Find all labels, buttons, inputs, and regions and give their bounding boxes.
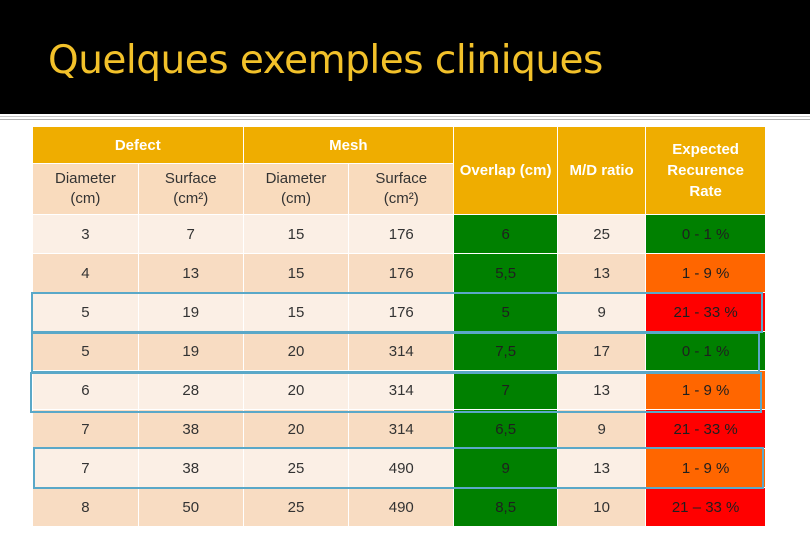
header-md-ratio: M/D ratio <box>557 126 647 215</box>
cell-md-ratio: 13 <box>557 448 647 488</box>
header-overlap-label: Overlap (cm) <box>459 162 552 179</box>
header-defect-diameter: Diameter (cm) <box>32 163 139 215</box>
cell-defect-surface: 19 <box>137 292 244 332</box>
cell-mesh-surface: 314 <box>348 331 455 371</box>
cell-rate: 0 - 1 % <box>645 214 767 254</box>
cell-md-ratio: 13 <box>557 370 647 410</box>
cell-defect-surface: 38 <box>137 448 244 488</box>
header-overlap: Overlap (cm) <box>453 126 559 215</box>
cell-overlap: 5 <box>453 292 559 332</box>
cell-mesh-surface: 176 <box>348 214 455 254</box>
cell-defect-surface: 38 <box>137 409 244 449</box>
cell-mesh-diameter: 25 <box>242 487 350 527</box>
cell-overlap: 9 <box>453 448 559 488</box>
cell-overlap: 6 <box>453 214 559 254</box>
cell-defect-diameter: 6 <box>32 370 139 410</box>
cell-defect-diameter: 7 <box>32 448 139 488</box>
cell-mesh-diameter: 20 <box>242 370 350 410</box>
cell-mesh-surface: 176 <box>348 253 455 293</box>
cell-rate: 21 – 33 % <box>645 487 767 527</box>
cell-overlap: 7,5 <box>453 331 559 371</box>
cell-defect-diameter: 3 <box>32 214 139 254</box>
cell-md-ratio: 17 <box>557 331 647 371</box>
table-row: 6 28 20 314 7 13 1 - 9 % <box>32 370 767 410</box>
cell-defect-surface: 50 <box>137 487 244 527</box>
cell-mesh-surface: 314 <box>348 409 455 449</box>
cell-mesh-surface: 490 <box>348 448 455 488</box>
cell-overlap: 8,5 <box>453 487 559 527</box>
header-recurrence-rate: Expected Recurence Rate <box>645 126 767 215</box>
cell-rate: 0 - 1 % <box>645 331 767 371</box>
header-row-groups: Defect Mesh Overlap (cm) M/D ratio Expec… <box>32 126 767 215</box>
cell-mesh-diameter: 20 <box>242 409 350 449</box>
title-divider-line-2 <box>0 119 810 120</box>
cell-defect-surface: 28 <box>137 370 244 410</box>
title-band: Quelques exemples cliniques <box>0 0 810 114</box>
table-row: 8 50 25 490 8,5 10 21 – 33 % <box>32 487 767 527</box>
cell-mesh-diameter: 25 <box>242 448 350 488</box>
cell-mesh-diameter: 15 <box>242 214 350 254</box>
cell-defect-diameter: 7 <box>32 409 139 449</box>
cell-rate: 21 - 33 % <box>645 292 767 332</box>
table-row: 7 38 20 314 6,5 9 21 - 33 % <box>32 409 767 449</box>
cell-rate: 1 - 9 % <box>645 253 767 293</box>
cell-defect-diameter: 4 <box>32 253 139 293</box>
cell-rate: 1 - 9 % <box>645 448 767 488</box>
header-mesh-diameter: Diameter (cm) <box>242 163 350 215</box>
cell-md-ratio: 13 <box>557 253 647 293</box>
cell-md-ratio: 9 <box>557 409 647 449</box>
table-row: 3 7 15 176 6 25 0 - 1 % <box>32 214 767 254</box>
cell-mesh-diameter: 20 <box>242 331 350 371</box>
cell-md-ratio: 10 <box>557 487 647 527</box>
header-defect-surface: Surface (cm²) <box>137 163 244 215</box>
cell-overlap: 5,5 <box>453 253 559 293</box>
cell-mesh-surface: 176 <box>348 292 455 332</box>
cell-defect-surface: 7 <box>137 214 244 254</box>
table-row: 5 19 15 176 5 9 21 - 33 % <box>32 292 767 332</box>
cell-defect-diameter: 8 <box>32 487 139 527</box>
cell-mesh-diameter: 15 <box>242 292 350 332</box>
slide-title: Quelques exemples cliniques <box>48 38 603 83</box>
table-row: 5 19 20 314 7,5 17 0 - 1 % <box>32 331 767 371</box>
table-row: 7 38 25 490 9 13 1 - 9 % <box>32 448 767 488</box>
table-row: 4 13 15 176 5,5 13 1 - 9 % <box>32 253 767 293</box>
header-mesh-surface: Surface (cm²) <box>348 163 455 215</box>
header-row-subcolumns: Diameter (cm) Surface (cm²) Diameter (cm… <box>32 163 766 215</box>
cell-defect-diameter: 5 <box>32 292 139 332</box>
cell-md-ratio: 9 <box>557 292 647 332</box>
cell-md-ratio: 25 <box>557 214 647 254</box>
cell-rate: 1 - 9 % <box>645 370 767 410</box>
cell-rate: 21 - 33 % <box>645 409 767 449</box>
cell-defect-diameter: 5 <box>32 331 139 371</box>
cell-mesh-surface: 490 <box>348 487 455 527</box>
cell-overlap: 6,5 <box>453 409 559 449</box>
header-defect: Defect <box>32 126 244 164</box>
cell-defect-surface: 19 <box>137 331 244 371</box>
clinical-examples-table: Defect Mesh Overlap (cm) M/D ratio Expec… <box>32 126 767 527</box>
cell-mesh-diameter: 15 <box>242 253 350 293</box>
cell-defect-surface: 13 <box>137 253 244 293</box>
title-divider-line <box>0 116 810 117</box>
cell-overlap: 7 <box>453 370 559 410</box>
cell-mesh-surface: 314 <box>348 370 455 410</box>
header-mesh: Mesh <box>242 126 455 164</box>
